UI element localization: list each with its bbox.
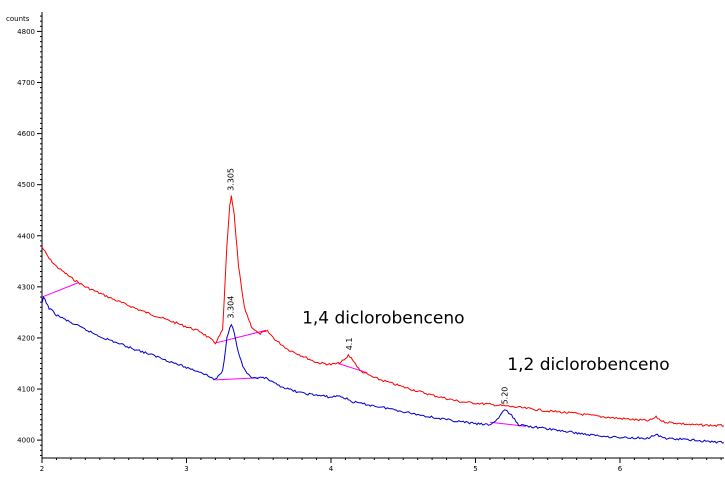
x-tick-label: 2 — [40, 465, 44, 473]
integration-baseline — [338, 363, 368, 374]
y-tick-label: 4800 — [17, 28, 35, 36]
x-tick-label: 6 — [618, 465, 623, 473]
compound-annotations: 1,4 diclorobenceno 1,2 diclorobenceno — [302, 309, 670, 375]
integration-baseline — [41, 282, 79, 298]
integration-baselines — [41, 282, 527, 427]
y-tick-label: 4700 — [17, 79, 35, 87]
y-tick-label: 4600 — [17, 130, 35, 138]
x-axis-ticks: 2 3 4 5 6 — [40, 458, 722, 473]
y-tick-label: 4300 — [17, 283, 35, 291]
peak-label: 3.304 — [226, 296, 235, 319]
y-tick-label: 4000 — [17, 437, 35, 445]
axes — [41, 12, 724, 459]
chromatogram-traces — [41, 195, 725, 444]
peak-label: 4.1 — [345, 338, 354, 351]
x-tick-label: 5 — [473, 465, 477, 473]
x-tick-label: 4 — [329, 465, 334, 473]
y-tick-label: 4200 — [17, 334, 35, 342]
y-axis-ticks: 4000 4100 4200 4300 4400 4500 4600 4700 4800 — [17, 15, 42, 456]
y-tick-label: 4100 — [17, 386, 35, 394]
y-tick-label: 4400 — [17, 232, 35, 240]
red-trace — [41, 195, 725, 428]
peak-label: 3.305 — [227, 168, 236, 191]
y-tick-label: 4500 — [17, 181, 35, 189]
compound-annotation: 1,2 diclorobenceno — [507, 355, 669, 375]
y-axis-unit-label: counts — [6, 15, 30, 23]
x-tick-label: 3 — [184, 465, 188, 473]
compound-annotation: 1,4 diclorobenceno — [302, 309, 464, 329]
blue-trace — [41, 295, 725, 444]
peak-retention-labels: 3.305 3.304 4.1 5.20 — [226, 168, 509, 404]
peak-label: 5.20 — [500, 387, 509, 405]
